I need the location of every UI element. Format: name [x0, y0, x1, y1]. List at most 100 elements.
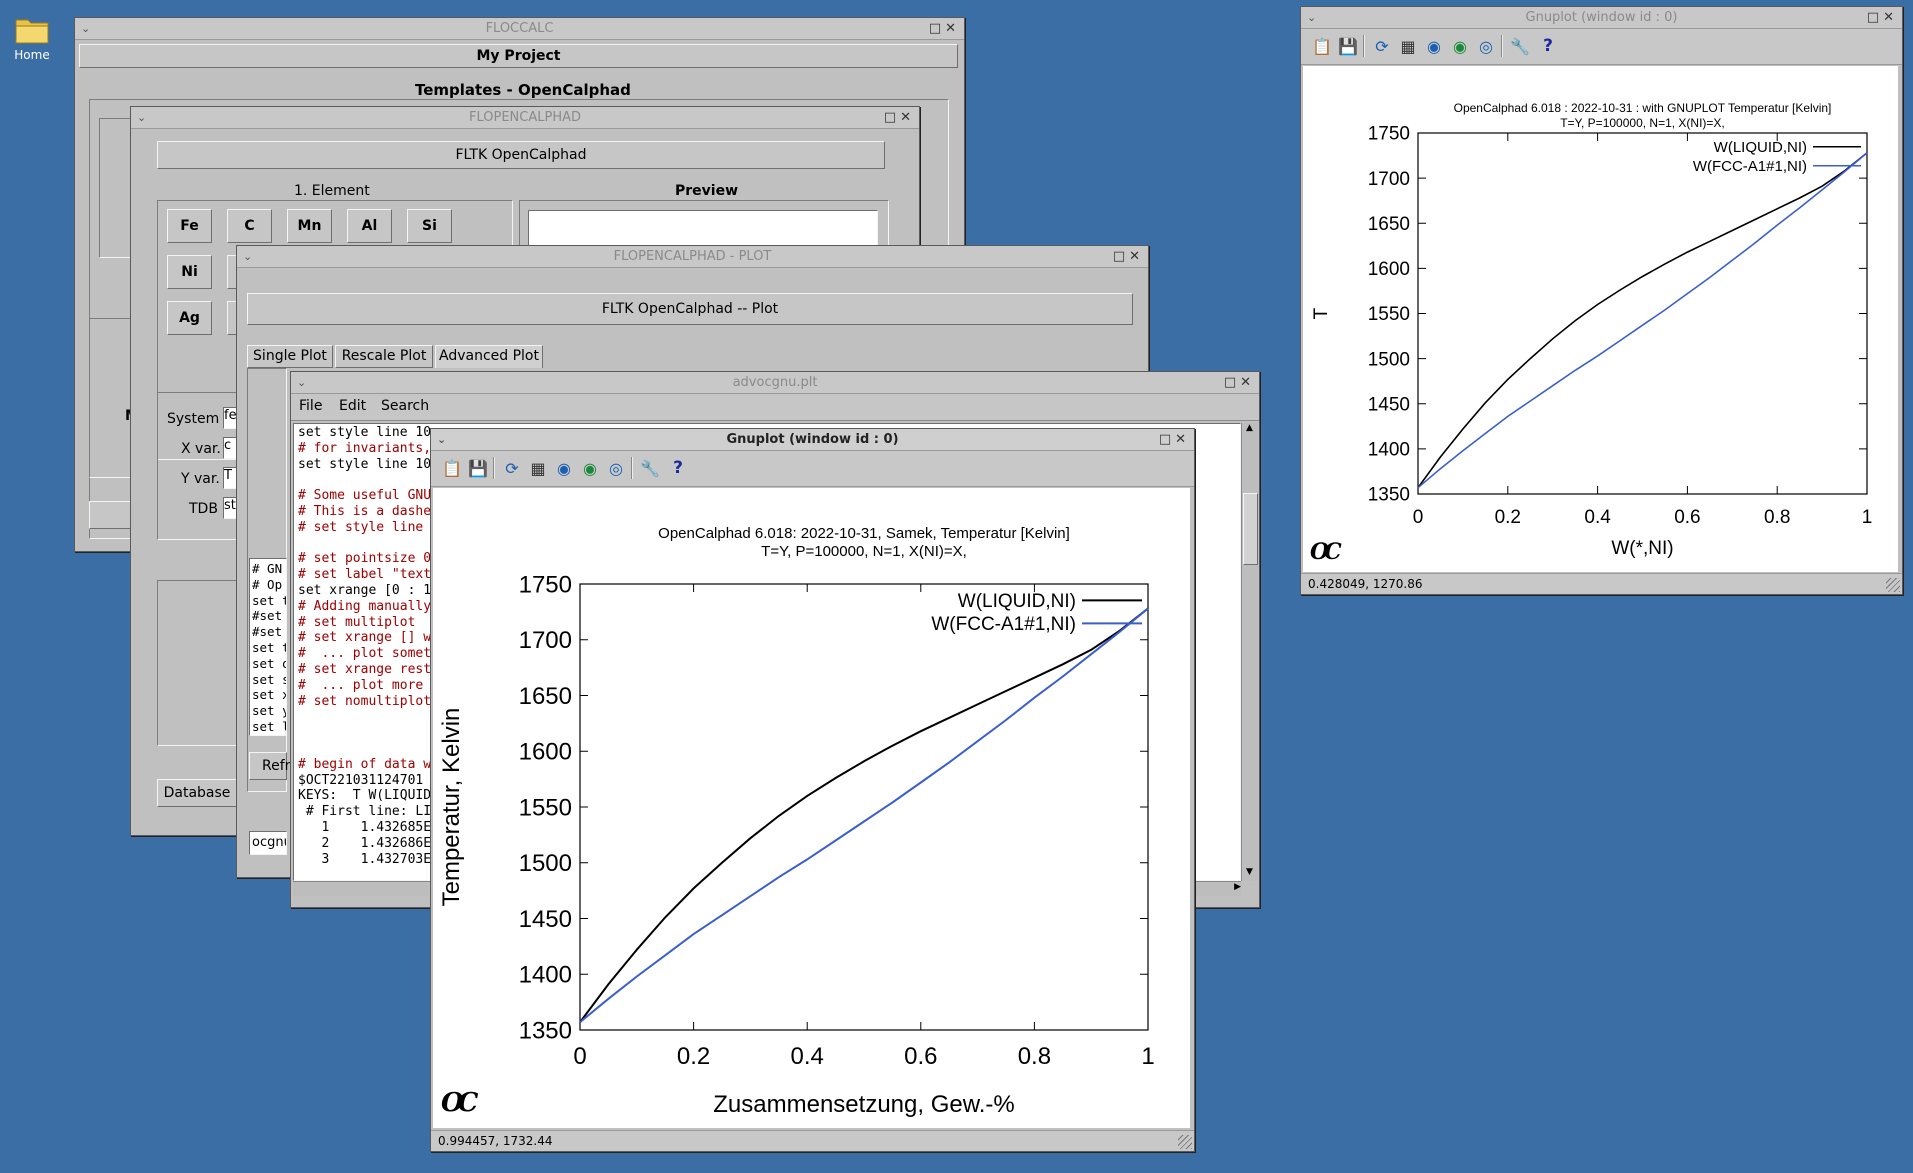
minimize-icon[interactable]: ⌄: [243, 250, 253, 263]
gnuplot-toolbar: 📋 💾 ⟳ ▦ ◉ ◉ ◎ 🔧?: [431, 451, 1194, 487]
chart-title: OpenCalphad 6.018: 2022-10-31, Samek, Te…: [658, 525, 1070, 542]
minimize-icon[interactable]: ⌄: [437, 433, 447, 446]
plot-border: [579, 583, 1149, 1031]
fltk-opencalphad-button[interactable]: FLTK OpenCalphad: [157, 141, 885, 169]
minimize-icon[interactable]: ⌄: [137, 111, 147, 124]
editor-line: # for invariants,: [298, 440, 432, 456]
gnuplot-main-plot-area[interactable]: OpenCalphad 6.018: 2022-10-31, Samek, Te…: [433, 488, 1190, 1128]
zoom-prev-icon[interactable]: ◉: [1427, 36, 1441, 56]
minimize-icon[interactable]: ⌄: [81, 22, 91, 35]
x-tick-label: 0: [573, 1043, 586, 1070]
y-tick-label: 1700: [519, 627, 572, 654]
y-tick-label: 1550: [1368, 304, 1410, 325]
element-button-si[interactable]: Si: [407, 209, 452, 243]
editor-line: KEYS: T W(LIQUID: [298, 788, 432, 804]
x-tick-label: 0.6: [904, 1043, 937, 1070]
y-tick-label: 1400: [1368, 440, 1410, 461]
window-buttons[interactable]: □✕: [1866, 10, 1898, 25]
save-icon[interactable]: 💾: [1338, 36, 1358, 56]
resize-grip-icon[interactable]: [1886, 578, 1900, 592]
resize-grip-icon[interactable]: [1178, 1135, 1192, 1149]
window-title: advocgnu.plt: [732, 375, 818, 390]
x-tick-label: 1: [1141, 1043, 1154, 1070]
grid-icon[interactable]: ▦: [1400, 36, 1416, 56]
command-line: # GN: [252, 561, 283, 576]
menu-search[interactable]: Search: [381, 398, 430, 414]
help-icon[interactable]: ?: [673, 458, 683, 478]
flopencalphad-titlebar[interactable]: ⌄ FLOPENCALPHAD □✕: [131, 107, 919, 129]
yvar-field[interactable]: T: [223, 467, 237, 489]
copy-icon[interactable]: 📋: [1312, 36, 1332, 56]
zoom-next-icon[interactable]: ◉: [1453, 36, 1467, 56]
minimize-icon[interactable]: ⌄: [297, 376, 307, 389]
zoom-prev-icon[interactable]: ◉: [557, 458, 571, 478]
tab-advanced-plot[interactable]: Advanced Plot: [435, 345, 543, 368]
zoom-unzoom-icon[interactable]: ◎: [1479, 36, 1493, 56]
gnuplot-small-titlebar[interactable]: ⌄ Gnuplot (window id : 0) □✕: [1301, 7, 1902, 29]
fltk-plot-header-button[interactable]: FLTK OpenCalphad -- Plot: [247, 293, 1133, 325]
element-button-al[interactable]: Al: [347, 209, 392, 243]
menu-edit[interactable]: Edit: [339, 398, 367, 414]
replot-icon[interactable]: ⟳: [505, 458, 519, 478]
system-field[interactable]: fe: [223, 407, 237, 429]
replot-icon[interactable]: ⟳: [1375, 36, 1389, 56]
y-tick-label: 1750: [519, 571, 572, 598]
element-button-ni[interactable]: Ni: [167, 255, 212, 289]
home-label: Home: [14, 48, 50, 62]
element-button-fe[interactable]: Fe: [167, 209, 212, 243]
save-icon[interactable]: 💾: [468, 458, 488, 478]
copy-icon[interactable]: 📋: [442, 458, 462, 478]
element-button-ag[interactable]: Ag: [167, 301, 212, 335]
home-desktop-icon[interactable]: Home: [10, 14, 54, 62]
database-button[interactable]: Database: [157, 779, 237, 807]
help-icon[interactable]: ?: [1543, 36, 1553, 56]
command-line: #set: [252, 608, 283, 624]
gnuplot-small-plot-area[interactable]: OpenCalphad 6.018 : 2022-10-31 : with GN…: [1303, 66, 1898, 572]
folder-icon: [15, 19, 49, 44]
zoom-unzoom-icon[interactable]: ◎: [609, 458, 623, 478]
refresh-button[interactable]: Refr: [249, 752, 290, 780]
menu-file[interactable]: File: [299, 398, 323, 414]
grid-icon[interactable]: ▦: [530, 458, 546, 478]
scroll-thumb[interactable]: [1243, 493, 1258, 565]
editor-line: # set label "text: [298, 567, 432, 583]
y-tick-label: 1400: [519, 962, 572, 989]
floccalc-titlebar[interactable]: ⌄ FLOCCALC □✕: [75, 18, 964, 40]
element-group-label: 1. Element: [294, 183, 370, 199]
editor-vscrollbar[interactable]: ▲ ▼: [1241, 423, 1258, 881]
gnuplot-small-window[interactable]: ⌄ Gnuplot (window id : 0) □✕ 📋 💾 ⟳ ▦ ◉ ◉ ◎ 🔧? O…: [1300, 6, 1903, 595]
xvar-label: X var.: [181, 441, 221, 457]
element-button-c[interactable]: C: [227, 209, 272, 243]
command-line: set te: [252, 592, 286, 608]
gnuplot-main-window[interactable]: ⌄ Gnuplot (window id : 0) □✕ 📋 💾 ⟳ ▦ ◉ ◉ ◎ 🔧? O…: [430, 428, 1195, 1152]
gnuplot-main-titlebar[interactable]: ⌄ Gnuplot (window id : 0) □✕: [431, 429, 1194, 451]
y-tick-label: 1650: [519, 683, 572, 710]
window-title: Gnuplot (window id : 0): [1525, 10, 1678, 25]
editor-line: [298, 472, 439, 488]
window-title: FLOCCALC: [485, 21, 554, 36]
window-buttons[interactable]: □✕: [1223, 375, 1255, 390]
editor-titlebar[interactable]: ⌄ advocgnu.plt □✕: [291, 372, 1259, 394]
tdb-field[interactable]: st: [223, 497, 237, 519]
window-buttons[interactable]: □✕: [1158, 432, 1190, 447]
x-tick-label: 0.4: [791, 1043, 824, 1070]
gnuplot-small-chart: OpenCalphad 6.018 : 2022-10-31 : with GN…: [1311, 101, 1872, 559]
config-wrench-icon[interactable]: 🔧: [640, 458, 660, 478]
editor-line: 2 1.432686E: [298, 835, 432, 851]
window-buttons[interactable]: □✕: [1112, 249, 1144, 264]
zoom-next-icon[interactable]: ◉: [583, 458, 597, 478]
my-project-button[interactable]: My Project: [79, 44, 958, 68]
window-buttons[interactable]: □✕: [883, 110, 915, 125]
plot-control-titlebar[interactable]: ⌄ FLOPENCALPHAD - PLOT □✕: [237, 246, 1148, 268]
tab-single-plot[interactable]: Single Plot: [247, 345, 333, 368]
element-button-mn[interactable]: Mn: [287, 209, 332, 243]
ocgnu-field[interactable]: ocgnu: [249, 831, 287, 855]
config-wrench-icon[interactable]: 🔧: [1510, 36, 1530, 56]
window-buttons[interactable]: □✕: [928, 21, 960, 36]
xvar-field[interactable]: c: [223, 437, 237, 459]
gnuplot-main-chart: OpenCalphad 6.018: 2022-10-31, Samek, Te…: [438, 525, 1155, 1118]
command-line: set la: [252, 718, 286, 734]
minimize-icon[interactable]: ⌄: [1307, 11, 1317, 24]
tab-rescale-plot[interactable]: Rescale Plot: [335, 345, 433, 368]
